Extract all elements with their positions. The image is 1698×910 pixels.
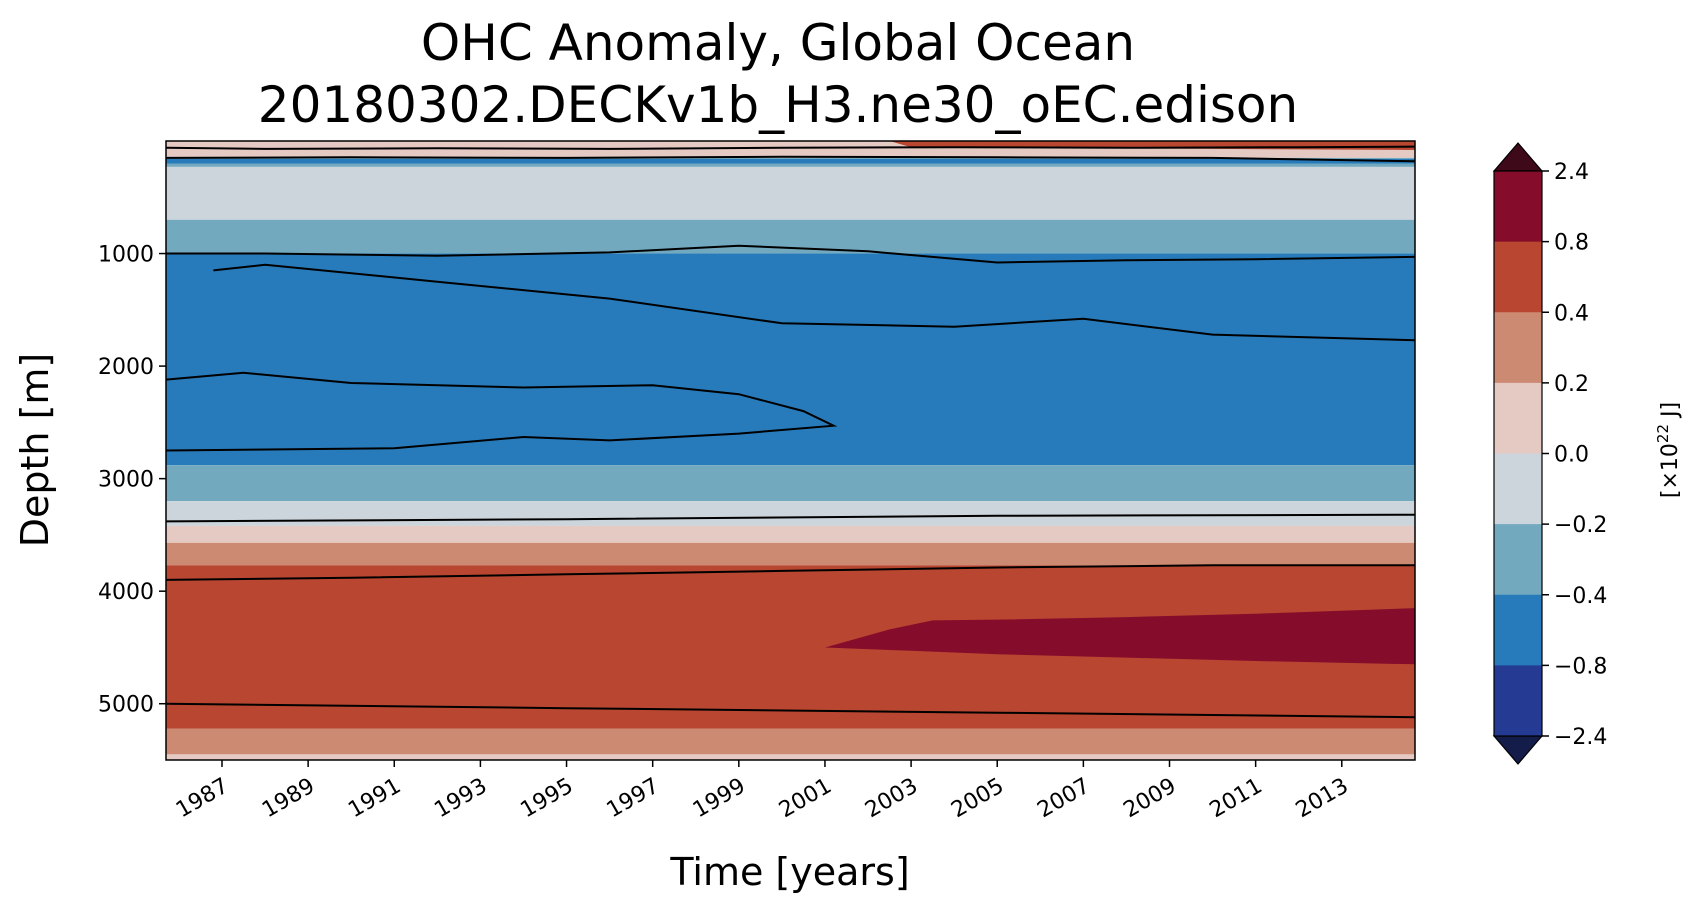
x-tick-label: 1997 — [603, 774, 664, 824]
colorbar-segment-3 — [1494, 382, 1542, 454]
colorbar-extend-bottom — [1492, 735, 1544, 765]
x-tick-label: 2013 — [1292, 774, 1353, 824]
x-tick-label: 2005 — [947, 774, 1008, 824]
colorbar-tick-label: −0.4 — [1554, 584, 1607, 609]
colorbar-tick-label: 0.4 — [1554, 301, 1589, 326]
colorbar-label-prefix: [×10 — [1658, 443, 1683, 498]
plot-area — [166, 141, 1415, 760]
contour-upper — [166, 155, 1415, 163]
depth-band-10 — [166, 728, 1415, 755]
chart-title-line-1: OHC Anomaly, Global Ocean — [421, 14, 1135, 72]
colorbar-label-exponent: 22 — [1654, 424, 1672, 443]
colorbar-tick-label: 0.2 — [1554, 372, 1589, 397]
colorbar-segment-7 — [1494, 665, 1542, 737]
colorbar-tick-label: −0.8 — [1554, 654, 1607, 679]
colorbar-label: [×1022 J] — [1654, 402, 1683, 498]
contour-near-surface — [166, 145, 1415, 150]
colorbar-segment-5 — [1494, 524, 1542, 596]
chart-title-line-2: 20180302.DECKv1b_H3.ne30_oEC.edison — [258, 76, 1298, 134]
depth-band-11 — [166, 754, 1415, 760]
y-tick-label: 3000 — [98, 468, 154, 493]
depth-band-6 — [166, 501, 1415, 526]
anomaly-patch-2 — [166, 159, 1415, 164]
anomaly-patch-0 — [825, 608, 1415, 665]
x-tick-label: 1987 — [172, 774, 233, 824]
x-tick-label: 2003 — [861, 774, 922, 824]
y-axis: 1000 2000 3000 4000 5000 — [98, 243, 166, 718]
x-axis-label: Time [years] — [669, 850, 909, 894]
colorbar-tick-label: −0.2 — [1554, 513, 1607, 538]
y-tick-label: 1000 — [98, 243, 154, 268]
y-tick-label: 2000 — [98, 355, 154, 380]
colorbar-label-suffix: J] — [1658, 402, 1683, 424]
contour-1000m — [166, 244, 1415, 264]
y-axis-label: Depth [m] — [13, 353, 57, 548]
colorbar-tick-label: 2.4 — [1554, 160, 1589, 185]
depth-band-7 — [166, 525, 1415, 543]
x-tick-label: 1993 — [430, 774, 491, 824]
x-tick-label: 1995 — [517, 774, 578, 824]
colorbar-segment-0 — [1494, 171, 1542, 243]
contour-3800m — [166, 564, 1415, 581]
colorbar-extend-top — [1492, 142, 1544, 172]
x-axis: 1987 1989 1991 1993 1995 1997 1999 2001 2003 2005… — [172, 760, 1353, 823]
depth-band-8 — [166, 542, 1415, 566]
contour-5000m — [166, 702, 1415, 719]
x-tick-label: 1989 — [258, 774, 319, 824]
y-tick-label: 4000 — [98, 580, 154, 605]
contour-2000m — [166, 371, 838, 452]
depth-band-5 — [166, 465, 1415, 502]
colorbar-segment-1 — [1494, 241, 1542, 313]
colorbar-segment-6 — [1494, 594, 1542, 666]
x-tick-label: 2007 — [1033, 774, 1094, 824]
depth-band-2 — [166, 166, 1415, 220]
x-tick-label: 2011 — [1206, 774, 1267, 824]
colorbar-tick-label: 0.0 — [1554, 443, 1589, 468]
contour-3400m — [166, 513, 1415, 523]
colorbar-tick-label: −2.4 — [1554, 725, 1607, 750]
x-tick-label: 1991 — [344, 774, 405, 824]
x-tick-label: 1999 — [689, 774, 750, 824]
colorbar-segment-4 — [1494, 453, 1542, 525]
plot-frame — [165, 140, 1416, 761]
contour-lines — [166, 145, 1415, 719]
colorbar-tick-label: 0.8 — [1554, 231, 1589, 256]
colorbar: 2.4 0.8 0.4 0.2 0.0 −0.2 −0.4 −0.8 −2.4 — [1492, 142, 1607, 765]
y-tick-label: 5000 — [98, 693, 154, 718]
x-tick-label: 2009 — [1120, 774, 1181, 824]
depth-band-4 — [166, 253, 1415, 466]
contour-1600m — [213, 263, 1415, 342]
x-tick-label: 2001 — [775, 774, 836, 824]
colorbar-segment-2 — [1494, 312, 1542, 384]
